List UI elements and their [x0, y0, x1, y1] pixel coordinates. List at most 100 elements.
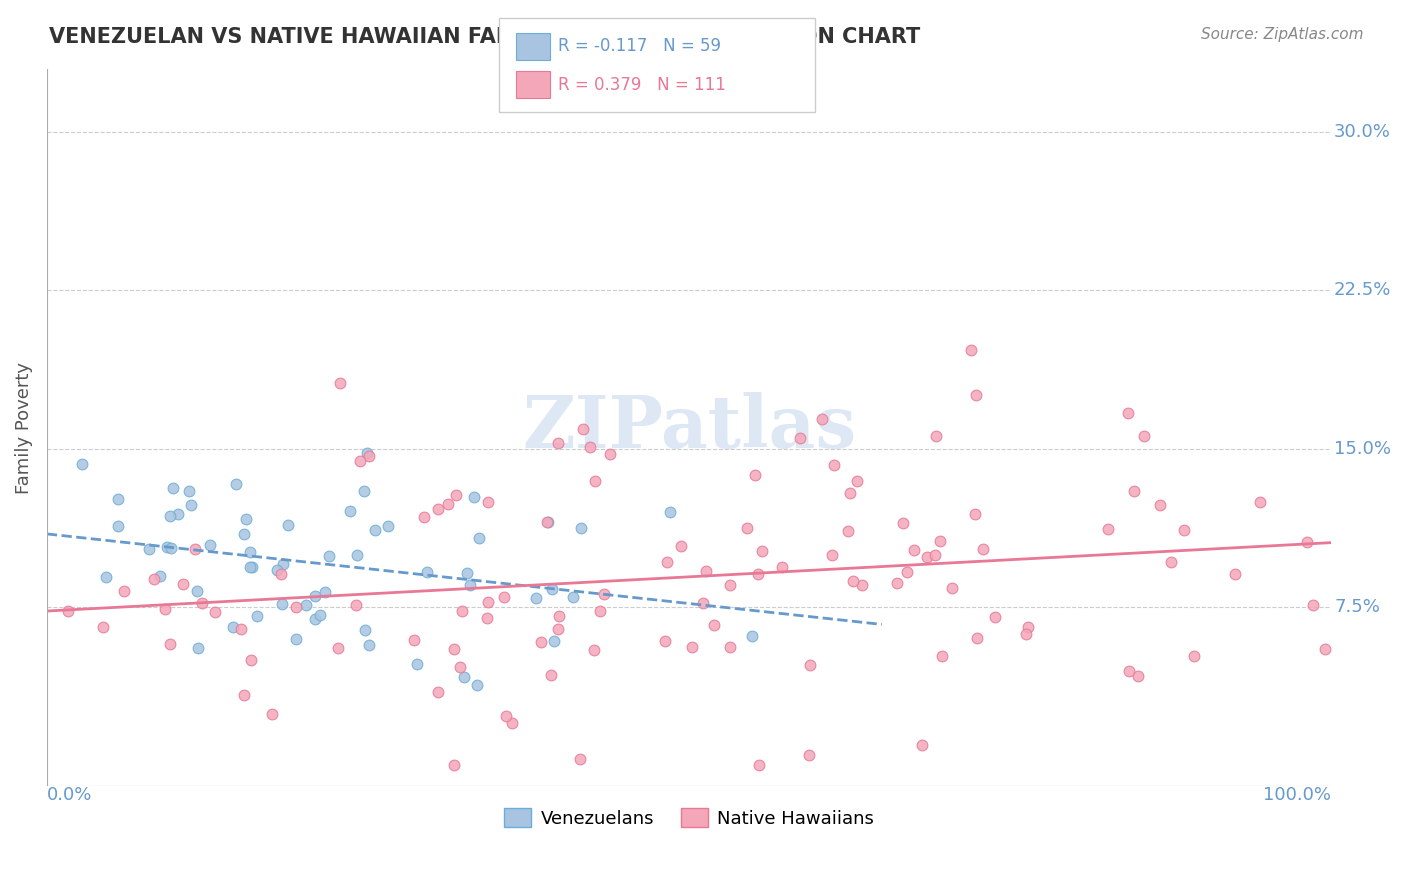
Point [972, 541, 994, 556]
Point [240, 653, 263, 667]
Point [1015, 627, 1038, 641]
Point [159, 637, 181, 651]
Point [735, 521, 758, 535]
Point [91, 620, 114, 634]
Point [1173, 523, 1195, 537]
Point [583, 474, 606, 488]
Point [437, 497, 460, 511]
Point [222, 620, 245, 634]
Point [266, 563, 288, 577]
Point [838, 486, 860, 500]
Text: 15.0%: 15.0% [1334, 440, 1391, 458]
Point [233, 526, 256, 541]
Point [965, 388, 987, 402]
Point [770, 560, 793, 574]
Point [846, 474, 869, 488]
Point [477, 495, 499, 509]
Point [465, 678, 488, 692]
Point [797, 748, 820, 763]
Point [416, 565, 439, 579]
Point [543, 633, 565, 648]
Point [659, 505, 682, 519]
Point [1225, 567, 1247, 582]
Point [239, 560, 262, 574]
Point [96, 570, 118, 584]
Point [540, 668, 562, 682]
Point [1126, 669, 1149, 683]
Point [929, 533, 952, 548]
Point [540, 582, 562, 596]
Point [695, 564, 717, 578]
Point [328, 641, 350, 656]
Point [547, 436, 569, 450]
Point [1118, 664, 1140, 678]
Text: R = 0.379   N = 111: R = 0.379 N = 111 [558, 76, 725, 94]
Point [799, 657, 821, 672]
Point [468, 532, 491, 546]
Point [903, 543, 925, 558]
Text: 100.0%: 100.0% [1264, 787, 1331, 805]
Point [1295, 534, 1317, 549]
Point [458, 578, 481, 592]
Point [1302, 598, 1324, 612]
Point [925, 429, 948, 443]
Point [931, 649, 953, 664]
Point [562, 591, 585, 605]
Point [329, 376, 352, 391]
Point [186, 583, 208, 598]
Point [966, 631, 988, 645]
Point [741, 628, 763, 642]
Point [184, 541, 207, 556]
Point [180, 499, 202, 513]
Point [896, 566, 918, 580]
Point [153, 601, 176, 615]
Point [271, 557, 294, 571]
Point [285, 632, 308, 647]
Point [277, 518, 299, 533]
Point [187, 640, 209, 655]
Point [239, 544, 262, 558]
Point [495, 709, 517, 723]
Point [789, 431, 811, 445]
Point [823, 458, 845, 473]
Point [1249, 495, 1271, 509]
Point [235, 512, 257, 526]
Point [339, 504, 361, 518]
Point [72, 457, 94, 471]
Point [353, 484, 375, 499]
Point [1184, 649, 1206, 664]
Point [443, 642, 465, 657]
Point [148, 569, 170, 583]
Point [692, 596, 714, 610]
Point [446, 488, 468, 502]
Point [456, 566, 478, 580]
Point [240, 559, 263, 574]
Point [494, 590, 516, 604]
Point [162, 481, 184, 495]
Point [172, 577, 194, 591]
Point [364, 523, 387, 537]
Point [142, 573, 165, 587]
Point [229, 622, 252, 636]
Point [1123, 483, 1146, 498]
Point [413, 509, 436, 524]
Point [426, 685, 449, 699]
Point [56, 604, 79, 618]
Point [582, 643, 605, 657]
Point [703, 617, 725, 632]
Point [138, 541, 160, 556]
Point [941, 581, 963, 595]
Point [450, 604, 472, 618]
Point [404, 633, 426, 648]
Point [1133, 429, 1156, 443]
Point [477, 595, 499, 609]
Point [285, 600, 308, 615]
Point [1315, 641, 1337, 656]
Point [915, 549, 938, 564]
Point [530, 635, 553, 649]
Point [427, 502, 450, 516]
Point [589, 604, 612, 618]
Point [443, 758, 465, 772]
Point [891, 516, 914, 531]
Point [751, 544, 773, 558]
